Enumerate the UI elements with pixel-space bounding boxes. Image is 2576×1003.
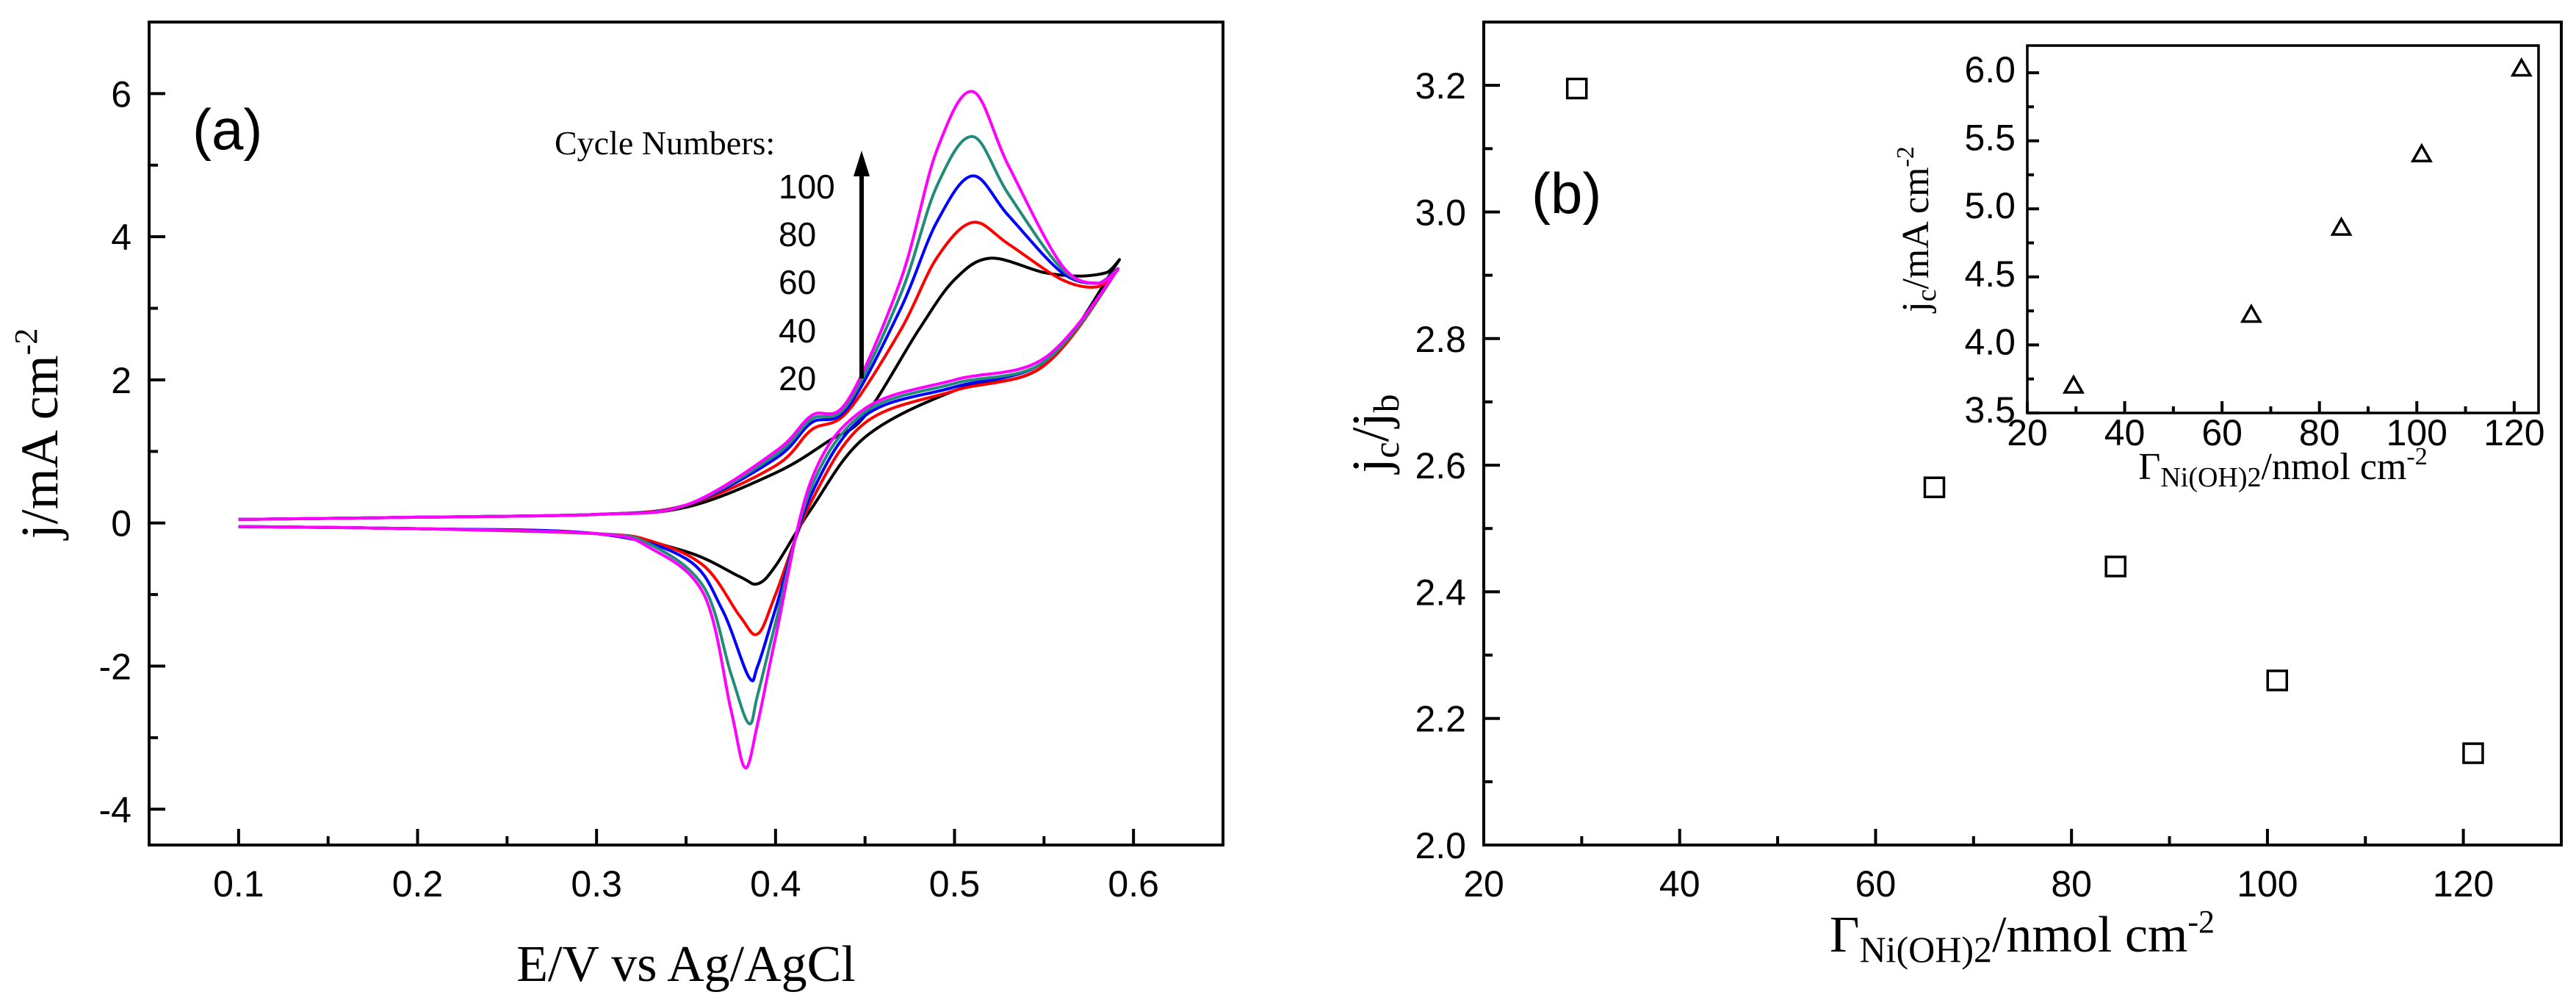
cycle-label-60: 60: [779, 263, 816, 301]
panel-b-x-tick-label: 100: [2237, 863, 2298, 905]
cycle-label-100: 100: [779, 168, 835, 206]
panel-b-points: [1565, 77, 2484, 764]
panel-b-y-tick-label: 2.8: [1415, 319, 1466, 360]
inset-x-tick-label: 80: [2299, 412, 2340, 453]
cv-curve-cycle-20: [238, 256, 1121, 586]
panel-a-y-tick-label: 2: [111, 360, 131, 401]
inset-triangle-point: [2330, 216, 2353, 236]
panel-b-y-tick-label: 2.0: [1415, 825, 1466, 866]
inset-y-tick-label: 4.0: [1964, 321, 2016, 362]
panel-b-x-axis-label: ΓNi(OH)2/nmol cm-2: [1830, 904, 2215, 970]
panel-a-x-tick-label: 0.1: [213, 863, 264, 905]
cv-curve-cycle-60: [238, 174, 1120, 683]
panel-a: 0.1 0.2 0.3 0.4 0.5 0.6 -4 -2 0 2 4 6 (a) Cycle Num…: [8, 21, 1224, 993]
panel-b-x-tick-label: 80: [2051, 863, 2092, 905]
panel-b-x-tick-label: 60: [1855, 863, 1897, 905]
panel-a-y-tick-label: -4: [99, 789, 131, 830]
inset-y-tick-label: 3.5: [1964, 389, 2016, 431]
cv-curve-cycle-80: [238, 134, 1120, 726]
inset-y-tick-label: 5.0: [1964, 185, 2016, 226]
panel-b-x-tick-label: 40: [1659, 863, 1700, 905]
panel-b-square-point: [1565, 77, 1588, 100]
inset-triangle-point: [2240, 303, 2262, 323]
panel-a-y-tick-label: -2: [99, 647, 131, 688]
panel-b-square-point: [2266, 669, 2288, 691]
cv-curve-cycle-40: [238, 220, 1120, 636]
panel-b-y-tick-label: 3.2: [1415, 65, 1466, 107]
cycle-label-80: 80: [779, 215, 816, 254]
panel-b-y-axis-label: jc/jb: [1341, 394, 1407, 475]
cycle-label-20: 20: [779, 359, 816, 398]
panel-b-plot-frame: [1482, 21, 2563, 846]
inset-triangle-point: [2510, 57, 2533, 77]
inset-plot-frame: [2026, 44, 2540, 414]
panel-b-label: (b): [1531, 161, 1601, 226]
inset-x-tick-label: 60: [2201, 412, 2243, 453]
panel-b-y-tick-label: 2.4: [1415, 572, 1466, 613]
inset-x-tick-label: 20: [2007, 412, 2048, 453]
panel-b-square-point: [2104, 556, 2126, 578]
panel-b-x-tick-label: 20: [1463, 863, 1504, 905]
panel-a-x-tick-label: 0.5: [929, 863, 981, 905]
panel-a-label: (a): [192, 97, 262, 162]
panel-a-x-tick-label: 0.6: [1108, 863, 1159, 905]
panel-a-x-tick-label: 0.4: [750, 863, 801, 905]
inset-chart: 20 40 60 80 100 120 3.5 4.0 4.5 5.0 5.5 6.0 ΓNi(OH)…: [1892, 44, 2545, 493]
inset-points: [2062, 57, 2533, 394]
inset-y-tick-label: 6.0: [1964, 49, 2016, 90]
inset-x-tick-label: 120: [2483, 412, 2544, 453]
panel-b-y-tick-label: 2.6: [1415, 445, 1466, 486]
inset-x-tick-label: 100: [2386, 412, 2447, 453]
panel-b-ticks: 20 40 60 80 100 120 2.0 2.2 2.4 2.6 2.8 3.0 3.2: [1415, 65, 2494, 905]
cv-curve-cycle-100: [238, 90, 1120, 769]
panel-b-square-point: [1923, 476, 1946, 498]
panel-a-x-tick-label: 0.2: [392, 863, 444, 905]
cycle-numbers-title: Cycle Numbers:: [555, 124, 775, 162]
panel-b-x-tick-label: 120: [2433, 863, 2494, 905]
panel-a-y-axis-label: j/mA cm-2: [8, 328, 69, 542]
cycle-arrow-head: [854, 151, 870, 176]
panel-a-x-tick-label: 0.3: [571, 863, 622, 905]
panel-a-ticks: 0.1 0.2 0.3 0.4 0.5 0.6 -4 -2 0 2 4 6: [99, 73, 1159, 905]
inset-y-tick-label: 5.5: [1964, 118, 2016, 159]
inset-y-axis-label: jc/mA cm-2: [1892, 146, 1942, 314]
panel-a-y-tick-label: 6: [111, 73, 131, 115]
panel-a-x-axis-label: E/V vs Ag/AgCl: [516, 936, 856, 993]
inset-x-tick-label: 40: [2104, 412, 2146, 453]
inset-triangle-point: [2410, 143, 2433, 162]
panel-a-y-tick-label: 4: [111, 217, 131, 258]
inset-triangle-point: [2062, 374, 2085, 394]
inset-ticks: 20 40 60 80 100 120 3.5 4.0 4.5 5.0 5.5 6.0: [1964, 49, 2544, 453]
panel-a-y-tick-label: 0: [111, 503, 131, 544]
panel-a-curves: [238, 90, 1121, 769]
inset-x-axis-label: ΓNi(OH)2/nmol cm-2: [2138, 443, 2427, 493]
panel-b-y-tick-label: 3.0: [1415, 192, 1466, 233]
inset-y-tick-label: 4.5: [1964, 254, 2016, 295]
panel-b-y-tick-label: 2.2: [1415, 699, 1466, 740]
cycle-label-40: 40: [779, 312, 816, 350]
panel-b-square-point: [2462, 742, 2484, 764]
